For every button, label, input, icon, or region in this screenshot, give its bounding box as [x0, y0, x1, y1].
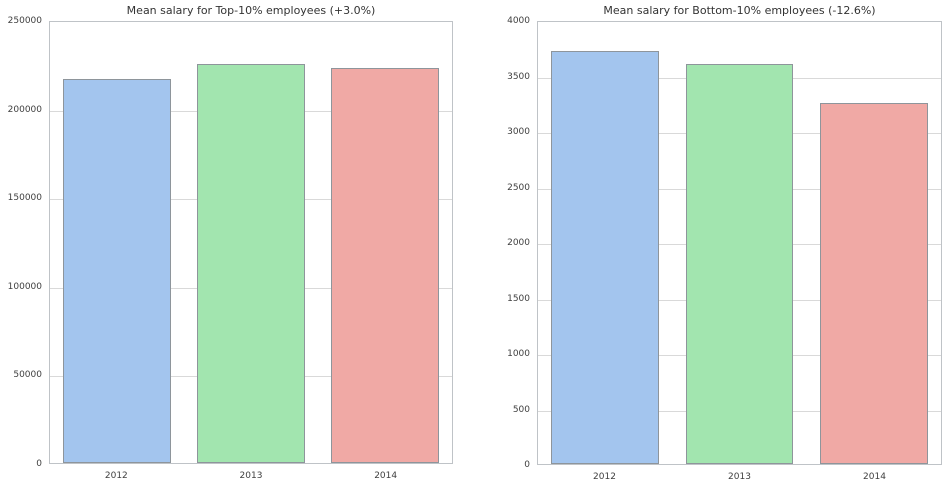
y-tick-label: 50000	[13, 370, 42, 381]
y-tick-label: 1000	[507, 349, 530, 359]
x-tick-label: 2012	[104, 471, 128, 481]
y-tick-label: 250000	[7, 16, 42, 26]
x-tick-label: 2014	[863, 472, 886, 482]
y-tick-label: 200000	[7, 104, 42, 115]
bar-2013	[197, 64, 305, 463]
y-tick-label: 150000	[7, 193, 42, 204]
y-tick-label: 4000	[507, 16, 530, 26]
chart-bottom10-title: Mean salary for Bottom-10% employees (-1…	[603, 4, 876, 17]
x-tick-label: 2013	[728, 472, 751, 482]
chart-bottom10-panel: Mean salary for Bottom-10% employees (-1…	[507, 4, 942, 482]
y-tick-label: 2000	[507, 238, 530, 248]
y-tick-label: 2500	[507, 182, 530, 193]
y-tick-label: 0	[524, 460, 530, 470]
chart-top10-panel: Mean salary for Top-10% employees (+3.0%…	[8, 4, 453, 481]
y-tick-label: 100000	[7, 281, 42, 292]
y-tick-label: 3500	[507, 71, 530, 82]
y-tick-label: 500	[512, 404, 530, 415]
chart-top10-plot-area	[49, 21, 453, 464]
bar-2012	[63, 79, 171, 463]
chart-bottom10-plot-area	[537, 21, 942, 465]
chart-top10-y-axis: 0 50000 100000 150000 200000 250000	[0, 16, 42, 469]
bar-2014	[331, 68, 439, 463]
bar-2014	[820, 103, 928, 464]
y-tick-label: 0	[36, 459, 42, 469]
chart-bottom10-y-axis: 0 500 1000 1500 2000 2500 3000 3500 4000	[470, 16, 530, 470]
chart-top10-title: Mean salary for Top-10% employees (+3.0%…	[126, 4, 376, 17]
chart-top10-x-axis: 2012 2013 2014	[49, 464, 453, 486]
x-tick-label: 2012	[593, 472, 616, 482]
bar-2013	[685, 64, 794, 464]
x-tick-label: 2014	[374, 471, 398, 481]
bar-2012	[551, 51, 659, 464]
y-tick-label: 1500	[507, 293, 530, 304]
chart-bottom10-x-axis: 2012 2013 2014	[537, 465, 942, 487]
y-tick-label: 3000	[507, 127, 530, 137]
x-tick-label: 2013	[239, 471, 263, 481]
